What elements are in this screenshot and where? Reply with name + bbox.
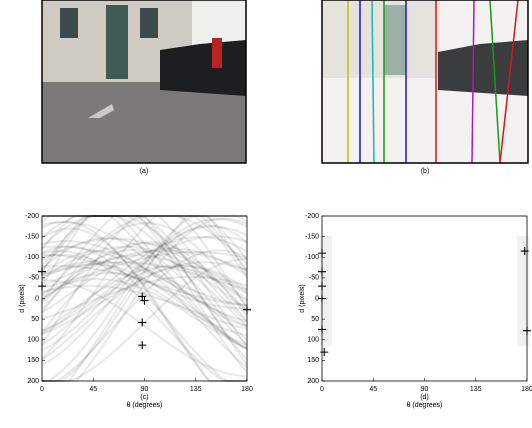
y-tick-label: 100 (307, 337, 319, 344)
x-tick-label: 0 (40, 386, 44, 393)
y-tick-label: 50 (31, 316, 39, 323)
y-tick-label: -150 (305, 233, 319, 240)
x-tick-label: 180 (241, 386, 253, 393)
x-tick-label: 180 (521, 386, 532, 393)
y-axis-label: d (pixels) (19, 284, 26, 312)
x-tick-label: 135 (190, 386, 202, 393)
x-tick-label: 0 (320, 386, 324, 393)
caption: (d) (420, 394, 429, 401)
point (320, 348, 328, 356)
y-tick-label: 100 (27, 337, 39, 344)
x-axis-label: θ (degrees) (407, 402, 443, 409)
y-tick-label: 200 (307, 378, 319, 385)
x-axis-label: θ (degrees) (127, 402, 163, 409)
y-tick-label: -100 (305, 254, 319, 261)
caption: (c) (140, 394, 148, 401)
x-tick-label: 45 (369, 386, 377, 393)
plot-frame (322, 216, 527, 381)
y-tick-label: -50 (29, 275, 39, 282)
caption: (b) (421, 168, 430, 175)
y-tick-label: 150 (27, 357, 39, 364)
figure: (a) (b) -200-150-100-5005010015020004590… (0, 0, 532, 423)
y-axis-label: d (pixels) (299, 284, 306, 312)
x-tick-label: 90 (421, 386, 429, 393)
photo-b (322, 0, 528, 163)
photo-a (42, 0, 246, 163)
y-tick-label: -150 (25, 233, 39, 240)
caption: (a) (140, 168, 149, 175)
x-tick-label: 45 (89, 386, 97, 393)
y-tick-label: -50 (309, 275, 319, 282)
y-tick-label: 50 (311, 316, 319, 323)
y-tick-label: 0 (35, 295, 39, 302)
y-tick-label: -200 (25, 213, 39, 220)
y-tick-label: -200 (305, 213, 319, 220)
y-tick-label: -100 (25, 254, 39, 261)
x-tick-label: 90 (141, 386, 149, 393)
x-tick-label: 135 (470, 386, 482, 393)
y-tick-label: 200 (27, 378, 39, 385)
y-tick-label: 150 (307, 357, 319, 364)
point (138, 341, 146, 349)
